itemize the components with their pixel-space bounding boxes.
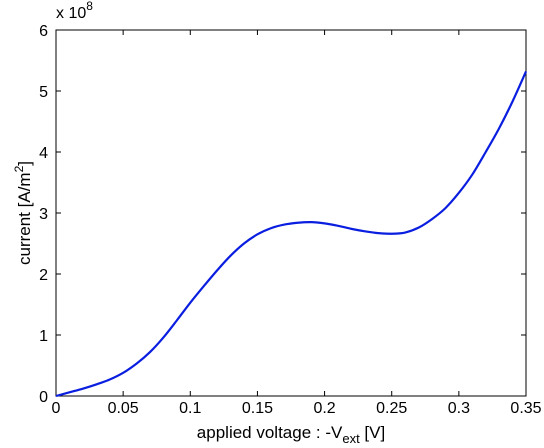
series-line bbox=[55, 71, 528, 398]
axes-box bbox=[55, 29, 527, 397]
x-tick-label: 0.05 bbox=[108, 400, 139, 417]
x-tick-label: 0.1 bbox=[179, 400, 201, 417]
ticks: 0 0.05 0.1 0.15 0.2 0.25 0.3 0.35 0 1 2 3 4 5 6 bbox=[39, 23, 542, 417]
series-layer bbox=[55, 71, 528, 398]
y-axis-label: current [A/m2] bbox=[12, 161, 34, 265]
labels: x 108 applied voltage : -Vext [V] current … bbox=[12, 0, 385, 446]
x-tick-label: 0.15 bbox=[242, 400, 273, 417]
plot-area bbox=[55, 29, 527, 397]
x-tick-label: 0 bbox=[52, 400, 61, 417]
y-tick-label: 0 bbox=[39, 389, 48, 406]
y-tick-label: 3 bbox=[39, 206, 48, 223]
x-tick-label: 0.3 bbox=[448, 400, 470, 417]
x-tick-label: 0.35 bbox=[510, 400, 541, 417]
x-axis-label: applied voltage : -Vext [V] bbox=[197, 423, 385, 446]
y-tick-label: 4 bbox=[39, 145, 48, 162]
y-tick-label: 5 bbox=[39, 84, 48, 101]
y-multiplier: x 108 bbox=[56, 0, 93, 22]
y-tick-label: 2 bbox=[39, 267, 48, 284]
y-tick-label: 6 bbox=[39, 23, 48, 40]
y-tick-label: 1 bbox=[39, 328, 48, 345]
x-tick-label: 0.25 bbox=[376, 400, 407, 417]
x-tick-label: 0.2 bbox=[313, 400, 335, 417]
